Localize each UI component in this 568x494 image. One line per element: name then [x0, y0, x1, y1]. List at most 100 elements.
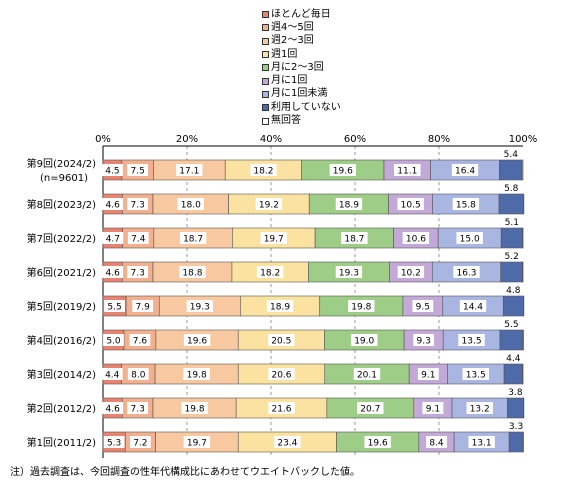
- x-tick-label: 20%: [176, 134, 198, 145]
- data-label-bg: [103, 436, 125, 448]
- data-label: 13.5: [462, 337, 482, 347]
- legend-item: 月に2～3回: [262, 61, 341, 74]
- data-label-bg: [103, 334, 124, 346]
- data-label: 9.5: [416, 303, 430, 313]
- data-label: 19.6: [368, 439, 388, 449]
- bar-segment: [499, 329, 524, 351]
- data-label-bg: [458, 334, 485, 346]
- data-label: 19.7: [264, 235, 284, 245]
- data-label-bg: [102, 164, 123, 176]
- data-label-bg: [132, 300, 154, 312]
- legend-label: ほとんど毎日: [271, 8, 331, 20]
- data-label: 19.6: [333, 167, 353, 177]
- data-label: 10.5: [401, 201, 421, 211]
- category-label: 第3回(2014/2): [27, 368, 96, 381]
- data-label-bg: [260, 232, 287, 244]
- bar-segment: [523, 397, 525, 419]
- legend-item: 週4～5回: [262, 21, 341, 34]
- data-label-bg: [459, 300, 487, 312]
- data-label: 9.3: [417, 337, 431, 347]
- data-label-bg: [452, 198, 480, 210]
- data-label: 4.6: [105, 201, 120, 211]
- data-label: 18.8: [182, 269, 202, 279]
- data-label-bg: [129, 334, 151, 346]
- data-label-bg: [127, 164, 149, 176]
- legend-swatch: [262, 104, 269, 112]
- data-label-bg: [102, 198, 124, 210]
- category-label: 第8回(2023/2): [27, 198, 96, 211]
- data-label-bg: [268, 368, 295, 380]
- data-label: 7.9: [136, 303, 151, 313]
- data-label: 13.1: [472, 439, 492, 449]
- data-label: 21.6: [271, 405, 291, 415]
- bar-segment: [503, 363, 523, 385]
- data-label-bg: [255, 198, 283, 210]
- data-label-bg: [104, 300, 125, 312]
- data-label: 3.8: [508, 388, 523, 398]
- x-tick-label: 80%: [428, 134, 450, 145]
- bar-segment: [498, 193, 524, 215]
- data-label: 5.5: [107, 303, 121, 313]
- data-label: 20.5: [271, 337, 291, 347]
- data-label-bg: [357, 402, 384, 414]
- data-label-bg: [127, 232, 149, 244]
- data-label-bg: [183, 368, 210, 380]
- bar-segment: [522, 261, 524, 283]
- bar-segment: [508, 431, 524, 453]
- data-label-bg: [268, 334, 295, 346]
- bar-segment: [523, 193, 525, 215]
- legend-label: 月に1回未満: [271, 88, 328, 100]
- bar-segment: [500, 227, 523, 249]
- data-label-bg: [329, 164, 357, 176]
- data-label-bg: [101, 368, 123, 380]
- data-label: 14.4: [463, 303, 483, 313]
- legend-item: 週1回: [262, 48, 341, 61]
- data-label: 5.2: [504, 252, 518, 262]
- data-label: 18.2: [253, 167, 273, 177]
- data-label-bg: [129, 436, 151, 448]
- data-label-bg: [351, 334, 378, 346]
- data-label: 19.6: [187, 337, 207, 347]
- legend-label: 週1回: [271, 48, 298, 60]
- data-label: 8.4: [429, 439, 444, 449]
- category-label: 第1回(2011/2): [27, 436, 96, 449]
- data-label: 5.8: [504, 184, 519, 194]
- legend-label: 月に2～3回: [271, 61, 324, 73]
- data-label: 4.7: [106, 235, 120, 245]
- data-label-bg: [186, 300, 214, 312]
- data-label: 4.4: [506, 354, 521, 364]
- x-tick-label: 60%: [344, 134, 366, 145]
- data-label-bg: [413, 334, 435, 346]
- data-label: 4.6: [105, 405, 120, 415]
- legend-swatch: [262, 77, 269, 85]
- data-label: 19.8: [187, 371, 207, 381]
- data-label-bg: [412, 300, 434, 312]
- data-label: 4.5: [105, 167, 119, 177]
- data-label-bg: [426, 436, 447, 448]
- data-label-bg: [364, 436, 391, 448]
- data-label-bg: [102, 232, 124, 244]
- data-label-bg: [127, 368, 149, 380]
- bar-segment: [522, 431, 524, 453]
- data-label-bg: [451, 164, 479, 176]
- data-label: 13.2: [470, 405, 490, 415]
- data-label-bg: [176, 164, 203, 176]
- bar-segment: [522, 227, 524, 249]
- category-label: 第5回(2019/2): [27, 300, 96, 313]
- legend-label: 利用していない: [271, 101, 341, 113]
- data-label: 7.3: [130, 269, 144, 279]
- data-label: 15.8: [456, 201, 476, 211]
- data-label-bg: [181, 402, 208, 414]
- data-label-bg: [466, 402, 493, 414]
- data-label: 5.3: [107, 439, 121, 449]
- data-label: 5.1: [505, 218, 519, 228]
- data-label-bg: [397, 266, 425, 278]
- data-label: 10.6: [406, 235, 426, 245]
- category-label: 第7回(2022/2): [27, 232, 96, 245]
- data-label-bg: [183, 436, 211, 448]
- data-label: 5.4: [504, 150, 519, 160]
- legend-swatch: [262, 11, 269, 19]
- data-label: 19.8: [185, 405, 205, 415]
- legend-item: 月に1回: [262, 74, 341, 87]
